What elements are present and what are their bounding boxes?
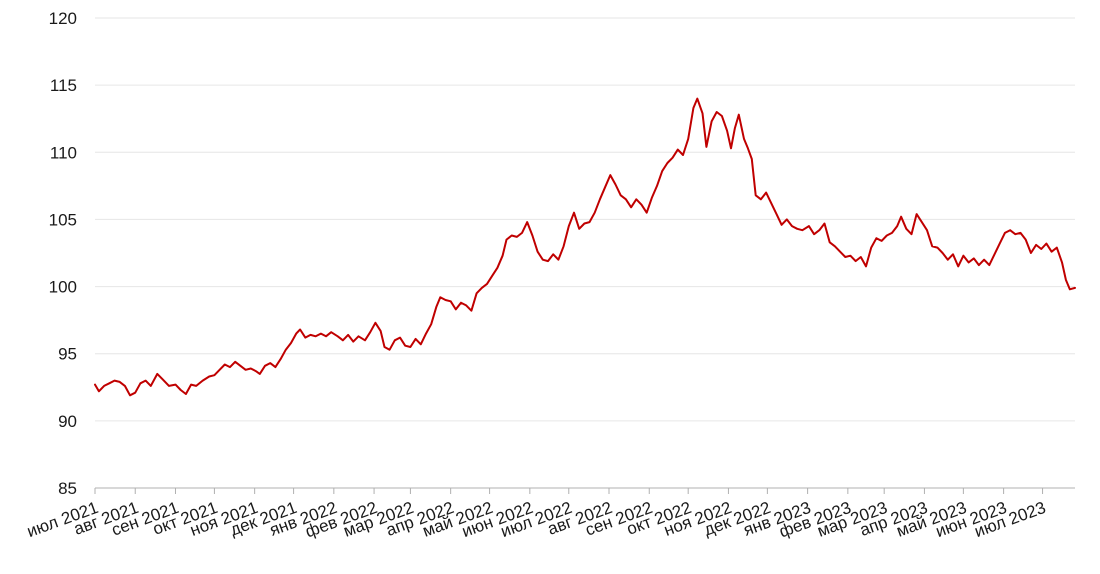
y-tick-label: 90 [58,412,77,431]
y-tick-label: 110 [50,143,77,162]
series-group [94,97,1076,397]
y-axis-ticks: 85 90 95 100 105 110 115 120 [49,9,77,498]
y-tick-label: 95 [58,345,77,364]
gridlines [95,17,1075,422]
y-tick-label: 100 [49,278,77,297]
y-tick-label: 105 [49,210,77,229]
y-tick-label: 85 [58,479,77,498]
y-tick-label: 120 [49,9,77,28]
y-tick-label: 115 [50,76,77,95]
series-line [94,97,1076,397]
